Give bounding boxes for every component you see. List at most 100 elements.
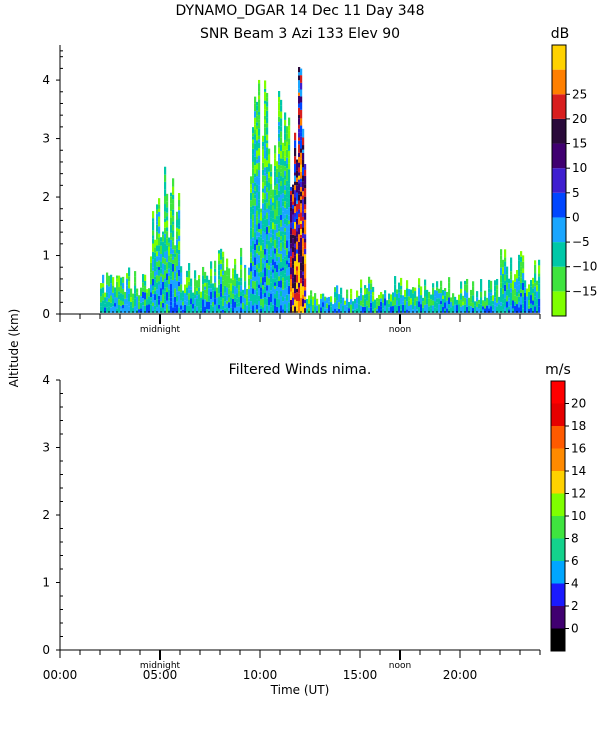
snr-echo-cell: [264, 276, 267, 283]
snr-echo-cell: [178, 281, 181, 287]
snr-echo-cell: [278, 269, 281, 277]
snr-echo-cell: [298, 172, 301, 176]
snr-echo-cell: [268, 205, 271, 210]
snr-echo-cell: [138, 309, 141, 313]
snr-echo-cell: [224, 295, 227, 302]
snr-echo-cell: [114, 291, 117, 298]
snr-echo-cell: [256, 210, 259, 218]
snr-echo-cell: [264, 267, 267, 277]
snr-echo-cell: [260, 305, 263, 310]
snr-echo-cell: [436, 302, 439, 309]
snr-echo-cell: [104, 307, 107, 313]
snr-echo-cell: [300, 270, 303, 279]
snr-echo-cell: [492, 295, 495, 301]
snr-echo-cell: [284, 133, 287, 140]
snr-echo-cell: [152, 267, 155, 271]
snr-echo-cell: [172, 199, 175, 204]
snr-echo-cell: [130, 288, 133, 298]
snr-echo-cell: [260, 245, 263, 251]
snr-echo-cell: [196, 287, 199, 291]
snr-echo-cell: [272, 205, 275, 211]
snr-echo-cell: [276, 244, 279, 249]
snr-echo-cell: [172, 221, 175, 225]
snr-echo-cell: [496, 296, 499, 303]
snr-echo-cell: [294, 197, 297, 207]
snr-echo-cell: [262, 192, 265, 199]
snr-echo-cell: [260, 234, 263, 238]
snr-echo-cell: [234, 286, 237, 295]
snr-echo-cell: [280, 261, 283, 269]
snr-day-markers: midnight noon: [140, 314, 411, 335]
snr-echo-cell: [252, 305, 255, 313]
snr-echo-cell: [222, 280, 225, 288]
snr-echo-cell: [264, 115, 267, 120]
snr-echo-cell: [256, 309, 259, 313]
snr-echo-cell: [222, 274, 225, 281]
snr-echo-cell: [252, 127, 255, 134]
snr-echo-cell: [326, 303, 329, 309]
snr-echo-cell: [392, 300, 395, 307]
snr-echo-cell: [364, 298, 367, 307]
snr-echo-cell: [266, 202, 269, 209]
snr-echo-cell: [298, 262, 301, 271]
snr-echo-cell: [154, 265, 157, 272]
snr-echo-cell: [102, 293, 105, 301]
snr-echo-cell: [292, 264, 295, 269]
snr-echo-cell: [208, 301, 211, 310]
snr-echo-cell: [270, 198, 273, 205]
snr-echo-cell: [284, 218, 287, 225]
snr-echo-cell: [138, 301, 141, 310]
snr-echo-cell: [334, 297, 337, 303]
snr-echo-cell: [278, 287, 281, 294]
snr-echo-cell: [260, 291, 263, 299]
snr-echo-cell: [258, 255, 261, 264]
snr-echo-cell: [424, 285, 427, 291]
snr-echo-cell: [504, 274, 507, 281]
snr-echo-cell: [270, 221, 273, 230]
snr-echo-cell: [106, 272, 109, 279]
snr-echo-cell: [172, 203, 175, 210]
snr-echo-cell: [102, 287, 105, 294]
snr-echo-cell: [288, 169, 291, 175]
snr-echo-cell: [100, 306, 103, 313]
snr-echo-cell: [282, 284, 285, 290]
snr-echo-cell: [414, 298, 417, 306]
snr-echo-cell: [214, 272, 217, 276]
snr-echo-cell: [186, 270, 189, 278]
snr-echo-cell: [274, 171, 277, 178]
snr-echo-cell: [108, 286, 111, 294]
snr-echo-cell: [188, 270, 191, 278]
snr-echo-cell: [158, 204, 161, 209]
snr-echo-cell: [260, 220, 263, 225]
snr-echo-cell: [334, 308, 337, 313]
snr-echo-cell: [178, 291, 181, 295]
snr-echo-cell: [268, 292, 271, 297]
snr-echo-cell: [394, 304, 397, 313]
snr-echo-cell: [290, 256, 293, 263]
snr-echo-cell: [286, 219, 289, 226]
snr-echo-cell: [250, 206, 253, 213]
snr-echo-cell: [462, 301, 465, 306]
snr-echo-cell: [282, 193, 285, 199]
snr-echo-cell: [164, 243, 167, 252]
snr-echo-cell: [380, 298, 383, 302]
snr-echo-cell: [304, 209, 307, 213]
snr-echo-cell: [482, 306, 485, 310]
snr-echo-cell: [504, 298, 507, 307]
snr-echo-cell: [298, 293, 301, 301]
snr-echo-cell: [460, 306, 463, 313]
snr-echo-cell: [256, 217, 259, 225]
snr-echo-cell: [458, 294, 461, 301]
snr-echo-cell: [294, 302, 297, 307]
snr-echo-cell: [300, 140, 303, 149]
snr-echo-cell: [302, 137, 305, 146]
snr-echo-cell: [474, 305, 477, 313]
snr-echo-cell: [278, 190, 281, 198]
snr-echo-cell: [200, 291, 203, 298]
snr-echo-cell: [250, 279, 253, 288]
snr-echo-cell: [158, 295, 161, 300]
snr-echo-cell: [294, 299, 297, 303]
snr-echo-cell: [206, 282, 209, 290]
snr-echo-cell: [150, 267, 153, 273]
